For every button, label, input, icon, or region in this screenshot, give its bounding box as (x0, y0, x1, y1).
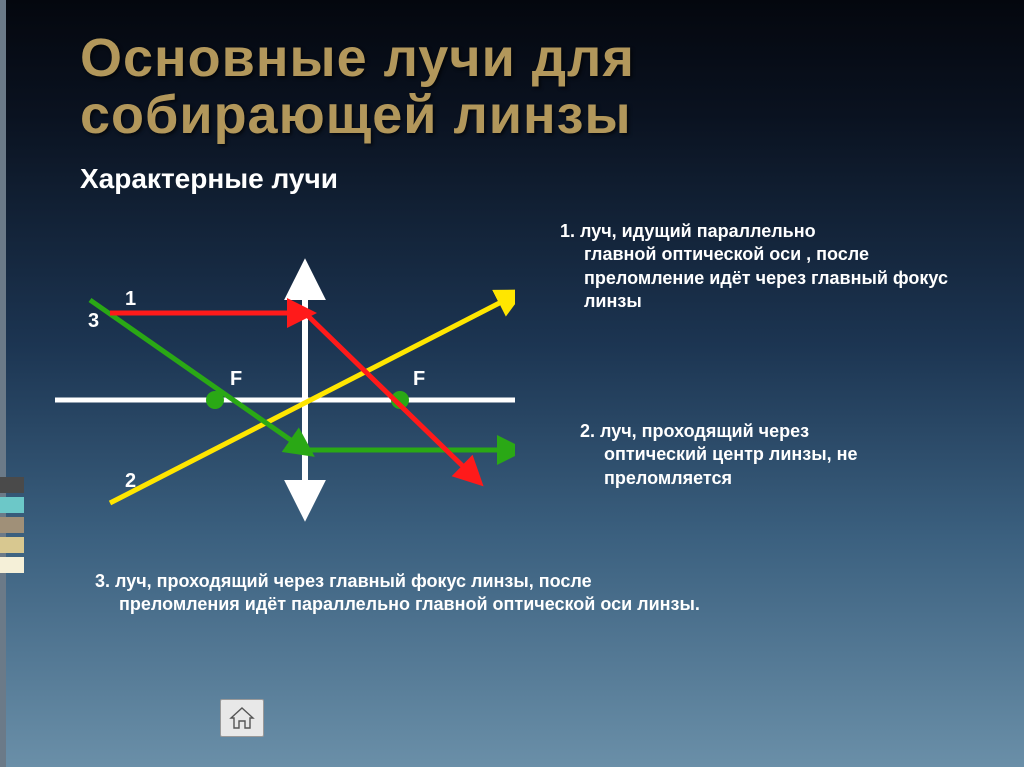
slide-subtitle: Характерные лучи (80, 163, 984, 195)
side-tab (0, 497, 24, 513)
desc2-body: оптический центр линзы, не преломляется (580, 443, 990, 490)
ray-diagram: 1 3 2 F F (55, 250, 515, 530)
ray1-label: 1 (125, 288, 136, 311)
ray2-label: 2 (125, 470, 136, 493)
description-3: 3. луч, проходящий через главный фокус л… (95, 570, 815, 617)
side-tab (0, 517, 24, 533)
description-2: 2. луч, проходящий через оптический цент… (580, 420, 990, 490)
side-tab (0, 557, 24, 573)
desc1-lead: 1. луч, идущий параллельно (560, 221, 816, 241)
side-tabs (0, 477, 24, 577)
desc3-lead: 3. луч, проходящий через главный фокус л… (95, 571, 592, 591)
focus-left-label: F (230, 368, 242, 391)
side-tab (0, 477, 24, 493)
home-button[interactable] (220, 699, 264, 737)
description-1: 1. луч, идущий параллельно главной оптич… (560, 220, 960, 314)
side-tab (0, 537, 24, 553)
ray3-label: 3 (88, 310, 99, 333)
ray-1-seg2 (305, 313, 475, 478)
desc2-lead: 2. луч, проходящий через (580, 421, 809, 441)
focus-right-label: F (413, 368, 425, 391)
diagram-svg (55, 250, 515, 530)
left-accent-bar (0, 0, 6, 767)
desc3-body: преломления идёт параллельно главной опт… (95, 593, 815, 616)
home-icon (229, 706, 255, 730)
ray-3-seg1 (90, 300, 305, 450)
desc1-body: главной оптической оси , после преломлен… (560, 243, 960, 313)
slide-title: Основные лучи для собирающей линзы (80, 30, 984, 143)
